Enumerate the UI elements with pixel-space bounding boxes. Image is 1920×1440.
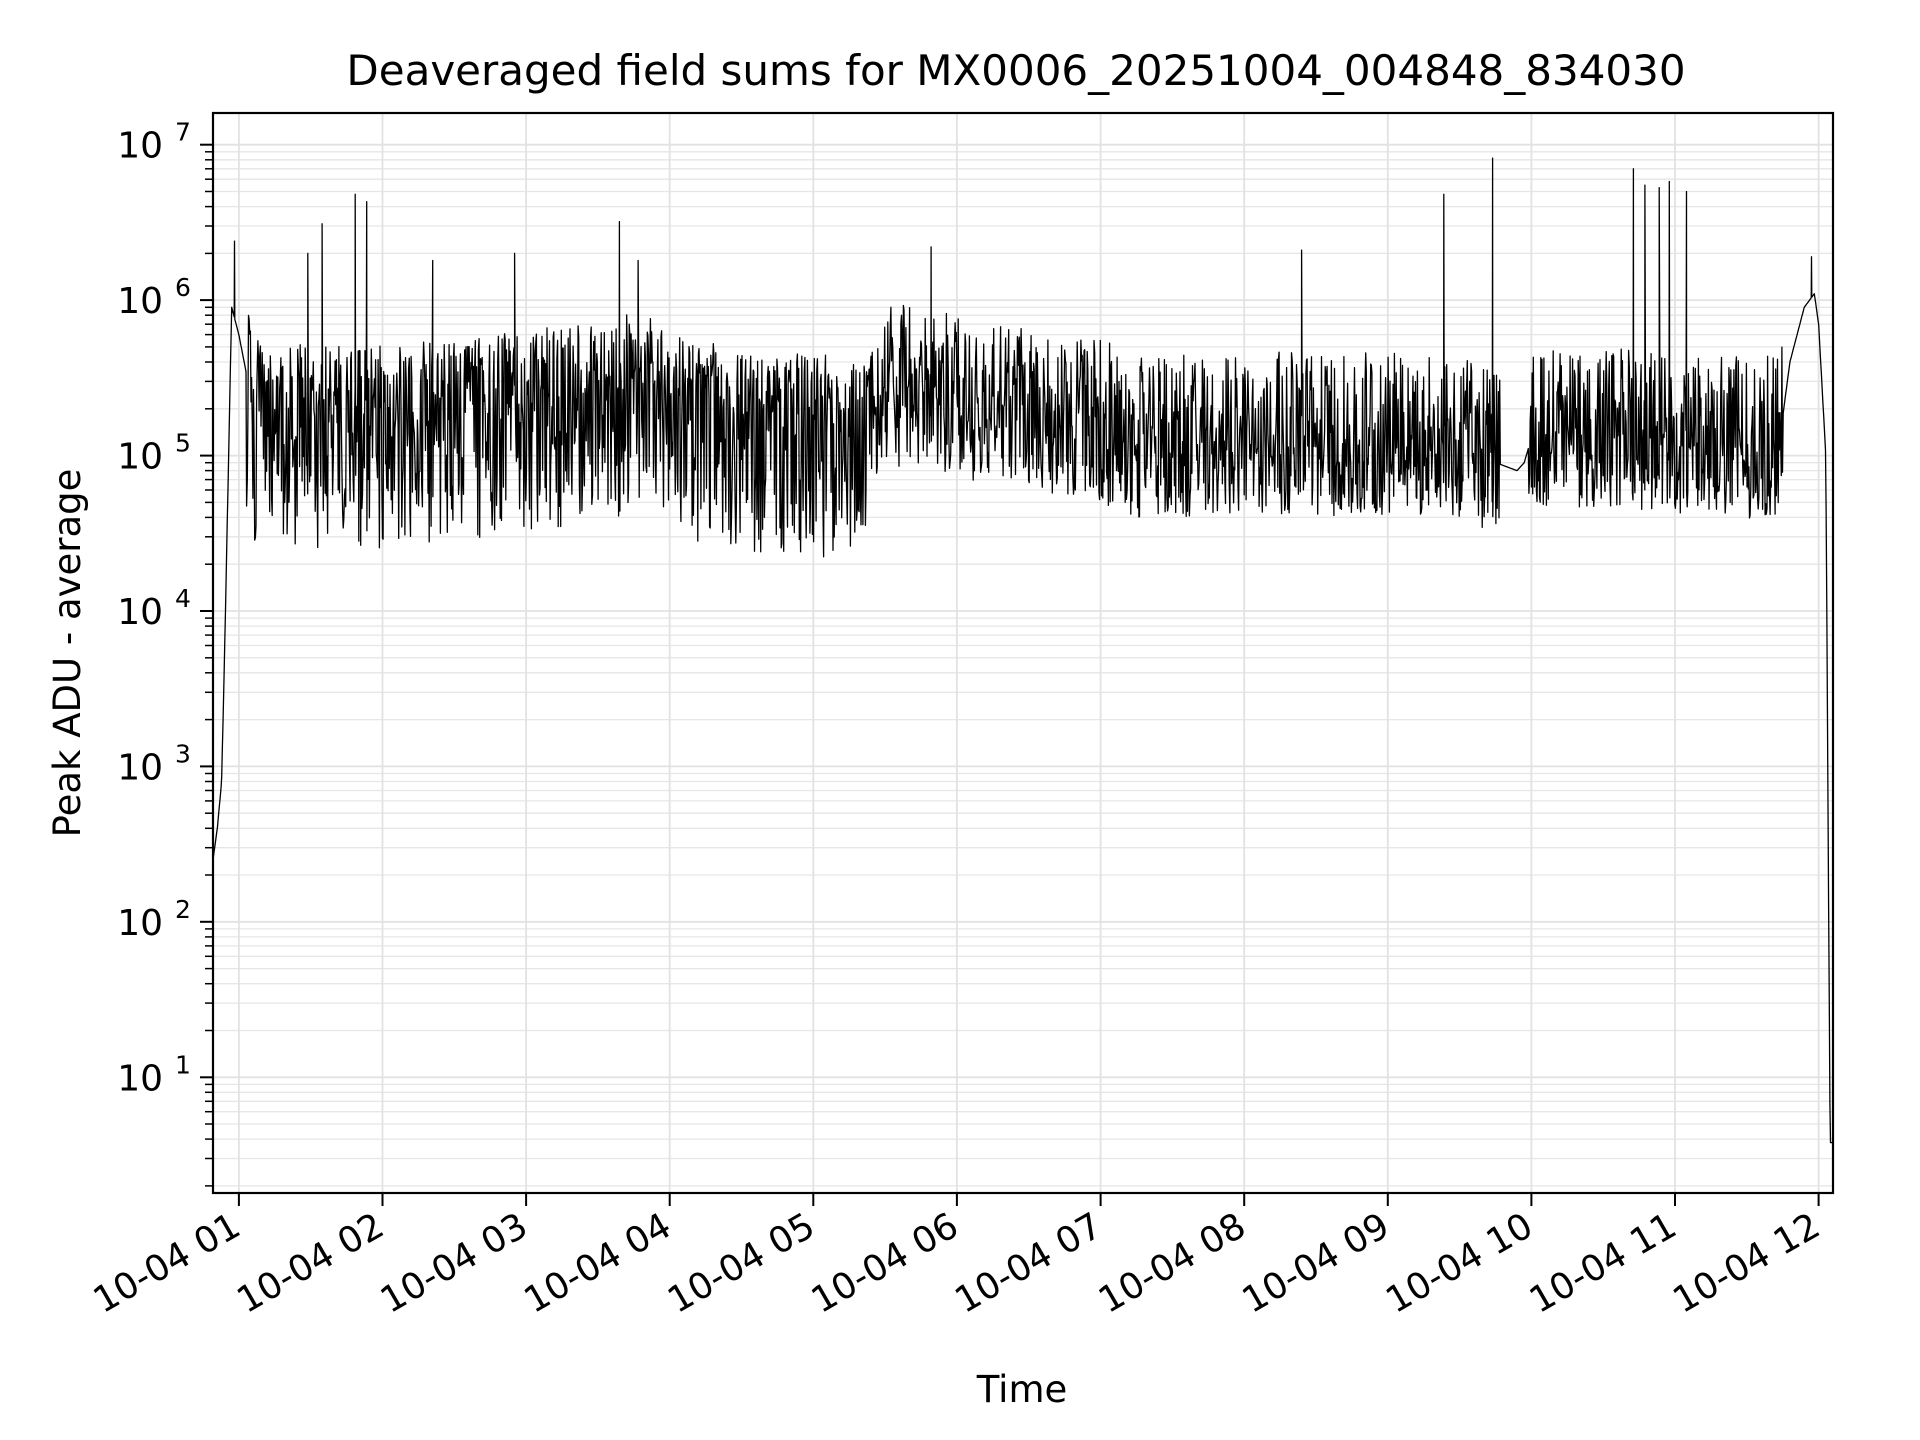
- plot-background: [213, 113, 1833, 1193]
- y-tick-label: 10: [117, 126, 163, 167]
- y-tick-exponent: 2: [175, 895, 191, 924]
- y-axis-label: Peak ADU - average: [46, 469, 89, 838]
- y-tick-label: 10: [117, 281, 163, 322]
- y-tick-label: 10: [117, 903, 163, 944]
- y-axis-ticks: 10 1 10 2 10 3 10 4 10 5 10 6 10 7: [117, 118, 213, 1187]
- y-tick-exponent: 6: [175, 273, 191, 302]
- grid-major: [213, 113, 1833, 1193]
- y-tick-exponent: 3: [175, 739, 191, 768]
- y-tick-label: 10: [117, 747, 163, 788]
- y-tick-exponent: 5: [175, 429, 191, 458]
- y-tick-exponent: 7: [175, 118, 191, 147]
- chart-title: Deaveraged field sums for MX0006_2025100…: [346, 46, 1685, 95]
- x-axis-label: Time: [976, 1368, 1068, 1411]
- y-tick-label: 10: [117, 437, 163, 478]
- plot-frame: [211, 111, 1835, 1195]
- y-tick-exponent: 4: [175, 584, 191, 613]
- y-tick-exponent: 1: [175, 1050, 191, 1079]
- series-line: [212, 157, 1834, 1144]
- y-tick-label: 10: [117, 1058, 163, 1099]
- y-tick-label: 10: [117, 592, 163, 633]
- plot-area: [211, 111, 1835, 1195]
